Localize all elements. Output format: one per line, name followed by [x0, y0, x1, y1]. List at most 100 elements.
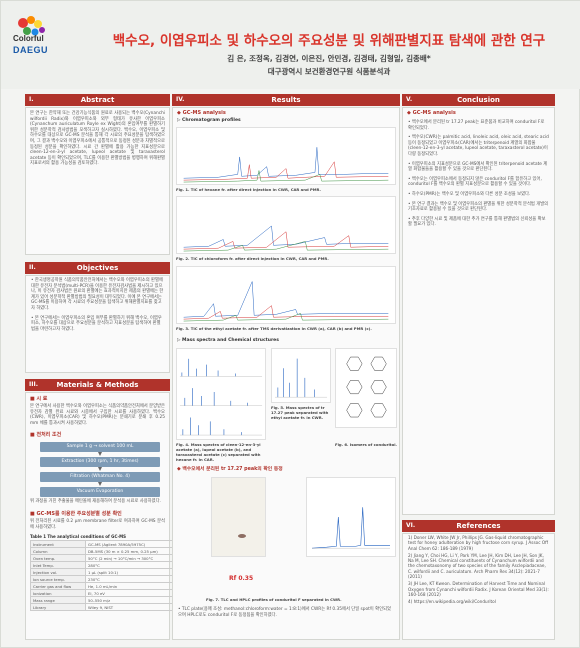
reference-item[interactable]: 4) https://en.wikipedia.org/wiki/Conduri… [408, 599, 496, 605]
conduritol-isomer-structures [335, 348, 397, 428]
chromatogram-chloroform [176, 196, 396, 254]
conclusion-item-text: 하수오(PMR)는 백수오 및 이엽우피소와 다른 성분 조성을 보였다. [411, 191, 531, 197]
conclusion-item: • 이엽우피소의 지표성분으로 GC-MS에서 확인된 triterpenoid… [408, 161, 548, 173]
conclusion-item: • 본 연구 결과는 백수오 및 이엽우피소의 판별을 위한 성분학적 분석법 … [408, 201, 549, 213]
table-row: Instrument GC-MS (Agilent 7890A/5975C) [30, 540, 190, 549]
conclusion-item: • 추후 다양한 시료 및 제품에 대한 추가 연구를 통해 판별법의 신뢰성을… [408, 216, 546, 228]
objectives-item: • 본 연구에서는 이엽우피소의 혼입 여부를 판별하기 위해 백수오, 이엽우… [31, 315, 162, 332]
table-row: Oven temp. 50°C (2 min) → 10°C/min → 300°… [30, 554, 190, 563]
table-cell-parameter: Injection vol. [30, 568, 86, 577]
conclusion-body: ◆ GC-MS analysis • 백수오에서 분리된 tr 17.27 pe… [402, 107, 555, 515]
materials-body: ■ 시 료 본 연구에서 사용한 백수오와 이엽우피소는 식품의약품안전처에서 … [25, 392, 190, 640]
materials-sub-pretreatment: ■ 전처리 조건 [30, 432, 62, 439]
pretreatment-flowchart: Sample 1 g → solvent 100 mL Extraction (… [26, 440, 169, 498]
reference-item: 3) JH Lee, KT Kweon. Determination of Ha… [408, 581, 549, 597]
table-cell-parameter: Ionization [30, 589, 86, 598]
tlc-description: • TLC plate(용매 조성: methanol:chloroform:w… [178, 607, 391, 618]
materials-gcms-text: 위 전처리된 시료를 0.2 μm membrane filter로 여과하여 … [30, 518, 165, 530]
conclusion-item-text: 백수오(CWR)는 palmitic acid, linoleic acid, … [408, 135, 549, 157]
logo-text-top: Colorful [13, 34, 44, 43]
chromatogram-traces [183, 147, 389, 183]
table-row: Ion source temp. 230°C [30, 575, 190, 584]
results-sub-tlc: ◆ 백수오에서 분리된 tr 17.27 peak의 확인 동정 [177, 467, 283, 472]
objectives-item-text: 한국생명공학원 식품의약품안전처에서는 백수오와 이엽우피소의 판별에 대한 유… [31, 278, 164, 311]
table-row: Mass range 50–550 m/z [30, 596, 190, 605]
materials-sub-gcms: ■ GC-MS를 이용한 주요성분별 성분 확인 [30, 510, 122, 517]
conclusion-sub-gcms: ◆ GC-MS analysis [407, 110, 456, 116]
table-cell-parameter: Library [30, 603, 86, 612]
conclusion-item-text: 백수오에서 분리된 tr 17.27 peak는 표준품과 비교하여 condu… [408, 120, 545, 131]
mass-spectrum-cwr [271, 348, 331, 403]
materials-sample-text: 본 연구에서 사용한 백수오와 이엽우피소는 식품의약품안전처에서 분양받은 유… [30, 404, 165, 426]
table-cell-parameter: Instrument [30, 540, 86, 549]
objectives-header: II. Objectives [25, 262, 170, 274]
affiliation: 대구광역시 보건환경연구원 식품분석과 [267, 67, 391, 76]
references-body: 1) Doner LW, White JW Jr, Phillips JG. G… [402, 533, 555, 640]
chromatogram-ethyl-acetate [176, 266, 396, 324]
results-number: IV. [176, 95, 185, 103]
fig5-caption: Fig. 5. Mass spectra of tr 17.27 peak se… [271, 405, 329, 420]
conclusion-item-text: 백수오는 이엽우피소에서 동정되지 않은 conduritol F를 함유하고 … [408, 176, 542, 188]
materials-label: Materials & Methods [56, 380, 139, 389]
table-cell-parameter: Ion source temp. [30, 575, 86, 584]
objectives-label: Objectives [76, 263, 119, 272]
flow-arrow-icon [98, 467, 102, 472]
tlc-description-text: TLC plate(용매 조성: methanol:chloroform:wat… [178, 607, 391, 618]
objectives-body: • 한국생명공학원 식품의약품안전처에서는 백수오와 이엽우피소의 판별에 대한… [25, 275, 170, 373]
chromatogram-hexane [176, 127, 396, 185]
fig4-caption: Fig. 4. Mass spectra of cleen-12-en-3-yl… [176, 442, 261, 462]
poster-header: Colorful DAEGU 백수오, 이엽우피소 및 하수오의 주요성분 및 … [1, 1, 580, 89]
tlc-plate [211, 477, 266, 557]
results-header: IV. Results [172, 94, 400, 106]
fig6-caption: Fig. 6. Isomers of conduritol. [335, 442, 397, 447]
conclusion-header: V. Conclusion [402, 94, 555, 106]
table-cell-parameter: Column [30, 547, 86, 556]
objectives-number: II. [29, 263, 36, 271]
results-sub-mass-spectra: ▷ Mass spectra and Chemical structures [177, 338, 279, 343]
table-row: Injection vol. 1 μL (split 10:1) [30, 568, 190, 577]
materials-sub-sample: ■ 시 료 [30, 396, 48, 402]
spectrum-a [179, 358, 263, 377]
flow-step-4: Vacuum Evaporation [40, 487, 160, 498]
reference-item: 2) Jiang Y, Choi HG, Li Y, Park YM, Lee … [408, 552, 546, 580]
results-sub-chromatogram: ▷ Chromatogram profiles [177, 118, 241, 123]
gcms-conditions-table: Instrument GC-MS (Agilent 7890A/5975C) Col… [30, 540, 190, 612]
conclusion-item: • 백수오(CWR)는 palmitic acid, linoleic acid… [408, 135, 549, 157]
flow-step-3: Filtration (Whatman No. 4) [40, 472, 160, 483]
references-header: VI. References [402, 520, 555, 532]
objectives-item: • 한국생명공학원 식품의약품안전처에서는 백수오와 이엽우피소의 판별에 대한… [31, 278, 164, 311]
flow-arrow-icon [98, 452, 102, 457]
conclusion-number: V. [406, 95, 413, 103]
materials-header: III. Materials & Methods [25, 379, 170, 391]
fig7-caption: Fig. 7. TLC and HPLC profiles of conduri… [206, 597, 342, 602]
references-label: References [456, 521, 501, 530]
spectrum-b [179, 388, 263, 406]
materials-number: III. [29, 380, 38, 388]
table-cell-parameter: Mass range [30, 596, 86, 605]
rf-label: Rf 0.35 [229, 575, 254, 582]
conclusion-item-text: 이엽우피소의 지표성분으로 GC-MS에서 확인된 triterpenoid a… [408, 161, 548, 173]
abstract-number: I. [29, 95, 34, 103]
conclusion-item: • 백수오에서 분리된 tr 17.27 peak는 표준품과 비교하여 con… [408, 120, 545, 131]
abstract-body: 본 연구는 한약재 또는 건강기능식품의 원료로 사용되는 백수오(Cynanc… [25, 107, 170, 255]
abstract-text: 본 연구는 한약재 또는 건강기능식품의 원료로 사용되는 백수오(Cynanc… [30, 111, 165, 167]
mass-spectra-car [176, 348, 266, 440]
table-row: Carrier gas and flow He, 1.0 mL/min [30, 582, 190, 591]
abstract-header: I. Abstract [25, 94, 170, 106]
flow-arrow-icon [98, 482, 102, 487]
table-title: Table 1 The analytical conditions of GC-… [30, 534, 127, 540]
table-row: Library Wiley 9, NIST [30, 603, 190, 612]
reference-item: 1) Doner LW, White JW Jr, Phillips JG. G… [408, 535, 549, 551]
logo-text-bottom: DAEGU [13, 45, 49, 55]
conclusion-item: • 백수오는 이엽우피소에서 동정되지 않은 conduritol F를 함유하… [408, 176, 542, 188]
materials-pretreatment-note: 위 과정을 거친 추출물을 메탄올에 재용해하여 분석용 시료로 사용하였다. [30, 499, 161, 505]
table-row: Column DB-5MS (30 m × 0.25 mm, 0.25 μm) [30, 547, 190, 556]
conclusion-item-text: 본 연구 결과는 백수오 및 이엽우피소의 판별을 위한 성분학적 분석법 개발… [408, 201, 549, 213]
table-row: Ionization EI, 70 eV [30, 589, 190, 598]
flow-step-1: Sample 1 g → solvent 100 mL [40, 442, 160, 453]
table-cell-parameter: Carrier gas and flow [30, 582, 86, 591]
hplc-chromatogram [306, 477, 396, 557]
poster-title: 백수오, 이엽우피소 및 하수오의 주요성분 및 위해판별지표 탐색에 관한 연… [112, 33, 546, 49]
objectives-item-text: 본 연구에서는 이엽우피소의 혼입 여부를 판별하기 위해 백수오, 이엽우피소… [31, 315, 162, 332]
